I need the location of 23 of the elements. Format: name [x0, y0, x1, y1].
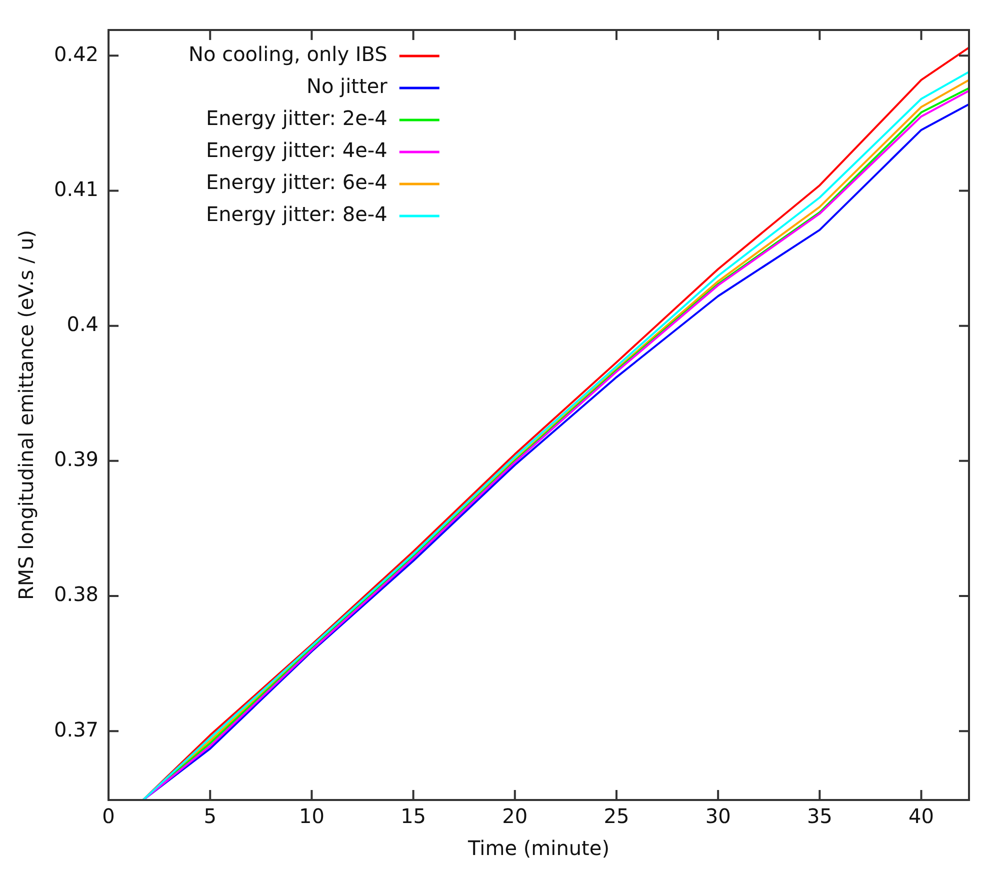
x-tick-label: 10: [298, 804, 324, 828]
legend-label: Energy jitter: 4e-4: [206, 138, 388, 162]
y-tick-label: 0.37: [54, 717, 99, 742]
x-tick-label: 5: [204, 804, 216, 828]
legend-label: Energy jitter: 8e-4: [206, 202, 388, 226]
x-tick-label: 20: [502, 804, 528, 828]
y-tick-label: 0.41: [54, 176, 99, 201]
x-tick-label: 35: [806, 804, 832, 828]
y-tick-label: 0.39: [54, 447, 99, 472]
x-tick-label: 25: [604, 804, 630, 828]
legend-label: Energy jitter: 2e-4: [206, 106, 388, 130]
y-tick-label: 0.38: [54, 582, 99, 606]
y-tick-label: 0.42: [54, 42, 99, 66]
y-axis-title: RMS longitudinal emittance (eV.s / u): [14, 230, 38, 600]
x-tick-label: 15: [400, 804, 426, 828]
legend-label: Energy jitter: 6e-4: [206, 170, 388, 194]
legend-label: No cooling, only IBS: [188, 42, 388, 66]
y-tick-label: 0.4: [66, 312, 99, 336]
legend-label: No jitter: [306, 74, 388, 98]
x-tick-label: 40: [908, 804, 934, 828]
x-tick-label: 0: [102, 804, 115, 828]
x-tick-label: 30: [705, 804, 731, 828]
x-axis-title: Time (minute): [467, 836, 610, 860]
